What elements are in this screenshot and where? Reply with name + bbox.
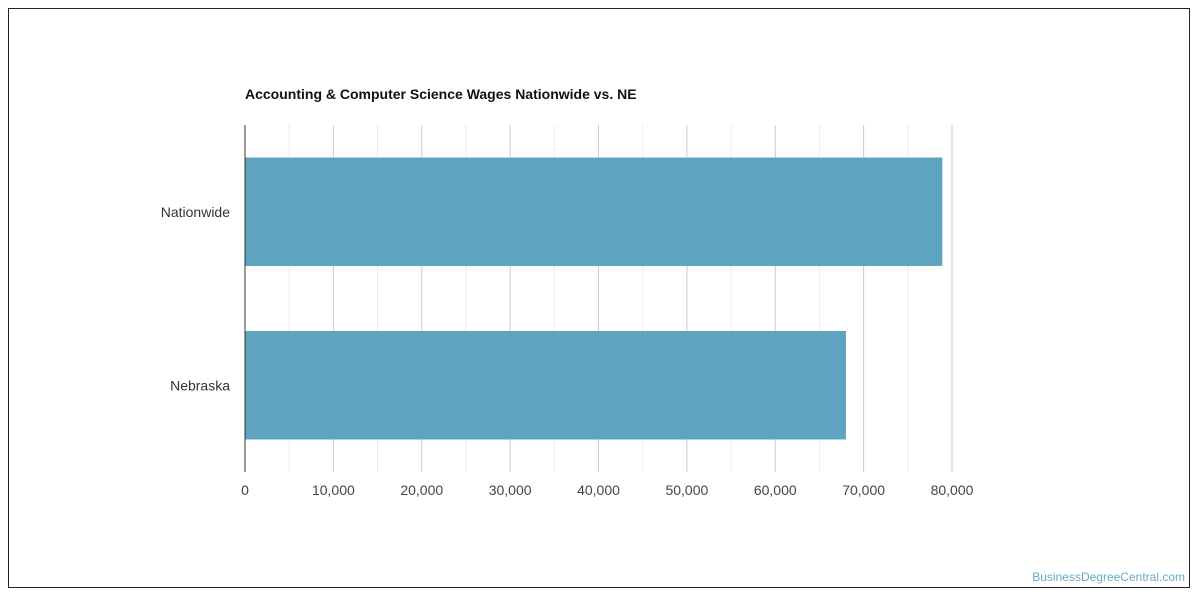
chart-title: Accounting & Computer Science Wages Nati… xyxy=(245,86,637,102)
x-tick-label: 40,000 xyxy=(577,482,620,498)
x-tick-label: 10,000 xyxy=(312,482,355,498)
bar-nebraska xyxy=(245,331,846,440)
x-tick-label: 0 xyxy=(241,482,249,498)
x-tick-label: 80,000 xyxy=(931,482,974,498)
x-tick-label: 50,000 xyxy=(665,482,708,498)
x-tick-label: 60,000 xyxy=(754,482,797,498)
category-label: Nationwide xyxy=(161,204,230,220)
category-label: Nebraska xyxy=(170,377,230,393)
x-tick-label: 20,000 xyxy=(400,482,443,498)
watermark-link[interactable]: BusinessDegreeCentral.com xyxy=(1032,570,1185,584)
x-tick-label: 30,000 xyxy=(489,482,532,498)
bar-nationwide xyxy=(245,157,943,266)
x-tick-label: 70,000 xyxy=(842,482,885,498)
